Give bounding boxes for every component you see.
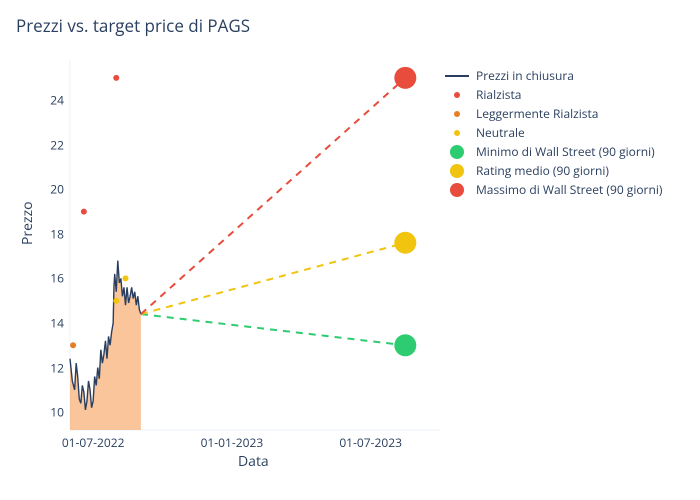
legend-item[interactable]: Massimo di Wall Street (90 giorni) [442,180,662,199]
legend-item[interactable]: Minimo di Wall Street (90 giorni) [442,142,662,161]
legend-item[interactable]: Rialzista [442,85,662,104]
legend-label: Prezzi in chiusura [476,67,574,84]
y-tick: 20 [34,181,64,198]
legend-swatch [442,145,472,159]
legend-swatch [442,88,472,102]
legend-label: Leggermente Rialzista [476,105,598,122]
legend: Prezzi in chiusura Rialzista Leggermente R… [442,66,662,199]
y-tick: 16 [34,270,64,287]
legend-item[interactable]: Leggermente Rialzista [442,104,662,123]
x-tick: 01-01-2023 [201,434,264,451]
legend-label: Rating medio (90 giorni) [476,162,609,179]
analyst-point [113,298,119,304]
projection-marker [394,334,416,356]
chart-title: Prezzi vs. target price di PAGS [16,14,250,37]
x-tick: 01-07-2022 [62,434,125,451]
projection-marker [394,232,416,254]
legend-label: Neutrale [476,124,525,141]
legend-label: Minimo di Wall Street (90 giorni) [476,143,655,160]
plot-svg [70,60,440,430]
analyst-point [81,209,87,215]
projection-marker [394,67,416,89]
x-tick: 01-07-2023 [339,434,402,451]
analyst-point [113,75,119,81]
legend-item[interactable]: Neutrale [442,123,662,142]
y-tick: 18 [34,225,64,242]
legend-swatch [442,183,472,197]
y-tick: 24 [34,92,64,109]
x-axis-label: Data [238,452,269,471]
analyst-point [123,275,129,281]
y-tick: 14 [34,315,64,332]
projection-line [141,314,405,345]
legend-item[interactable]: Rating medio (90 giorni) [442,161,662,180]
chart-container: Prezzi vs. target price di PAGS Prezzo D… [0,0,700,500]
y-tick: 10 [34,404,64,421]
legend-item[interactable]: Prezzi in chiusura [442,66,662,85]
legend-swatch [442,69,472,83]
legend-label: Rialzista [476,86,521,103]
legend-label: Massimo di Wall Street (90 giorni) [476,181,662,198]
legend-swatch [442,164,472,178]
analyst-point [70,342,76,348]
legend-swatch [442,107,472,121]
y-tick: 12 [34,359,64,376]
legend-swatch [442,126,472,140]
y-tick: 22 [34,136,64,153]
